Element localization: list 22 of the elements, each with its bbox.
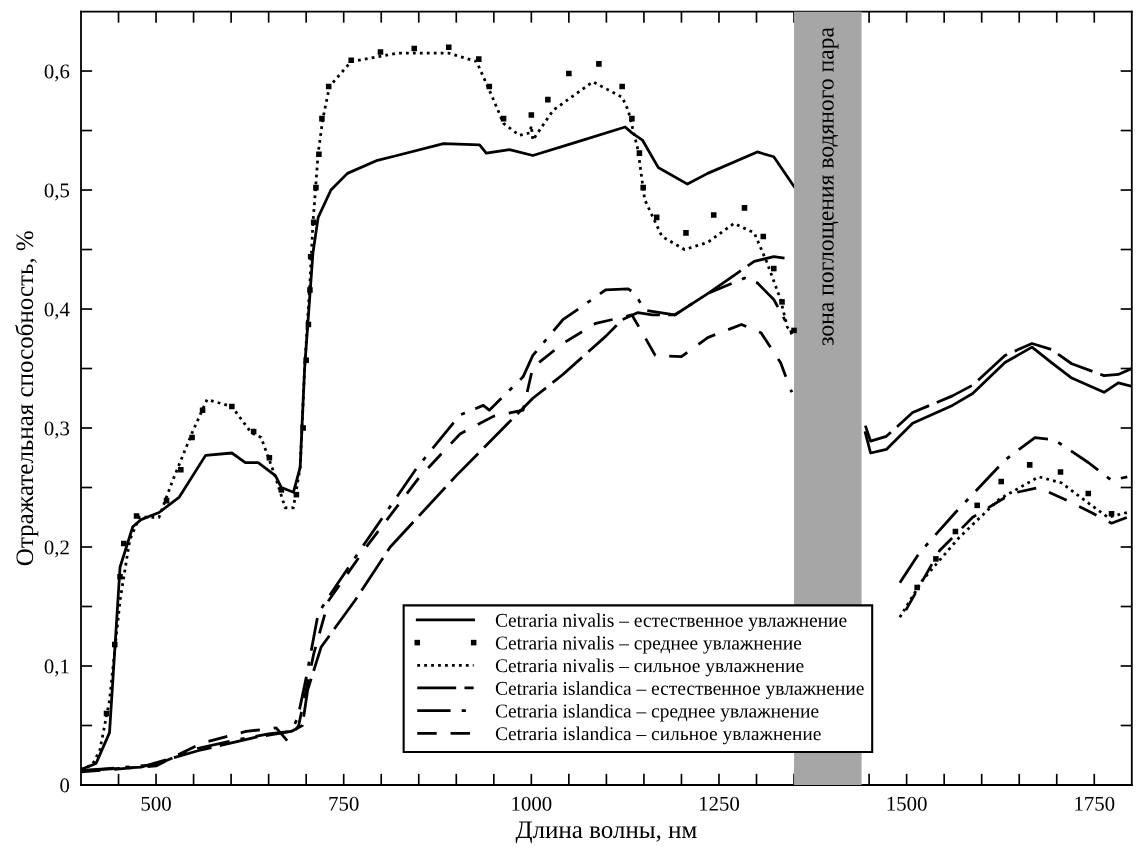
x-tick-label: 1000 — [512, 796, 552, 811]
x-tick-label: 1750 — [1075, 796, 1115, 811]
y-tick-label: 0,5 — [44, 183, 70, 201]
x-axis-title: Длина волны, нм — [515, 821, 697, 844]
x-tick-label: 1500 — [887, 796, 927, 811]
y-tick-label: 0,1 — [44, 659, 69, 677]
x-tick-label: 750 — [329, 796, 359, 811]
legend-label: Cetraria nivalis – среднее увлажнение — [495, 635, 802, 654]
x-tick-label: 1250 — [699, 796, 740, 811]
y-tick-label: 0,4 — [44, 302, 70, 320]
legend-label: Cetraria islandica – сильное увлажнение — [495, 726, 821, 745]
legend-label: Cetraria nivalis – естественное увлажнение — [495, 613, 847, 631]
y-tick-label: 0,6 — [44, 64, 70, 82]
y-tick-label: 0 — [60, 778, 70, 793]
y-tick-label: 0,3 — [44, 421, 70, 439]
legend-label: Cetraria islandica – среднее увлажнение — [495, 703, 819, 722]
x-tick-label: 500 — [141, 796, 171, 811]
legend-label: Cetraria nivalis – сильное увлажнение — [495, 658, 804, 677]
legend-label: Cetraria islandica – естественное увлажнение — [495, 681, 864, 699]
y-tick-label: 0,2 — [44, 540, 69, 558]
y-axis-title: Отражательная способность, % — [15, 231, 39, 566]
band-label: зона поглощения водяного пара — [822, 27, 839, 346]
